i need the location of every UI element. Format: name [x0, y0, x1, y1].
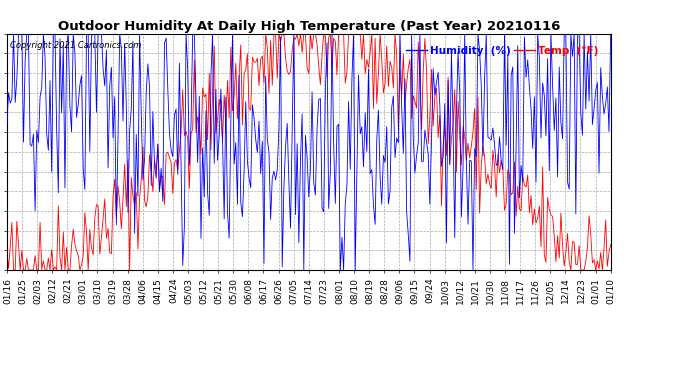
Text: Copyright 2021 Cartronics.com: Copyright 2021 Cartronics.com: [10, 41, 141, 50]
Legend: Humidity  (%), Temp  (°F): Humidity (%), Temp (°F): [402, 41, 602, 60]
Title: Outdoor Humidity At Daily High Temperature (Past Year) 20210116: Outdoor Humidity At Daily High Temperatu…: [57, 20, 560, 33]
